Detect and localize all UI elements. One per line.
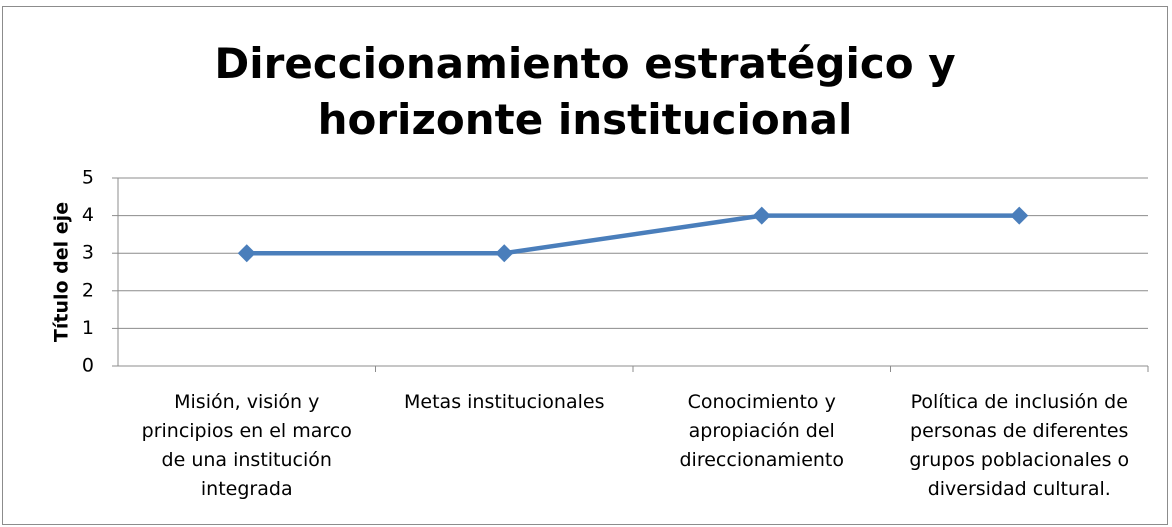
marker [495,244,514,263]
y-tick-label: 3 [82,242,94,264]
y-tick-label: 5 [82,167,94,189]
chart-title: Direccionamiento estratégico y horizonte… [214,39,956,144]
y-tick-label: 4 [82,204,94,226]
y-axis-label: Título del eje [51,202,73,342]
x-tick-label: Conocimiento y apropiación del direccion… [679,391,845,471]
y-tick-label: 2 [82,279,94,301]
marker [752,206,771,225]
y-tick-label: 1 [82,317,94,339]
y-tick-label: 0 [82,355,94,377]
line [246,213,1020,256]
marker [237,244,256,263]
marker [1010,206,1029,225]
x-tick-label: Metas institucionales [404,391,605,413]
x-tick-label: Política de inclusión de personas de dif… [909,391,1130,500]
chart-frame [2,6,1168,525]
x-tick-label: Misión, visión y principios en el marco … [141,391,352,500]
